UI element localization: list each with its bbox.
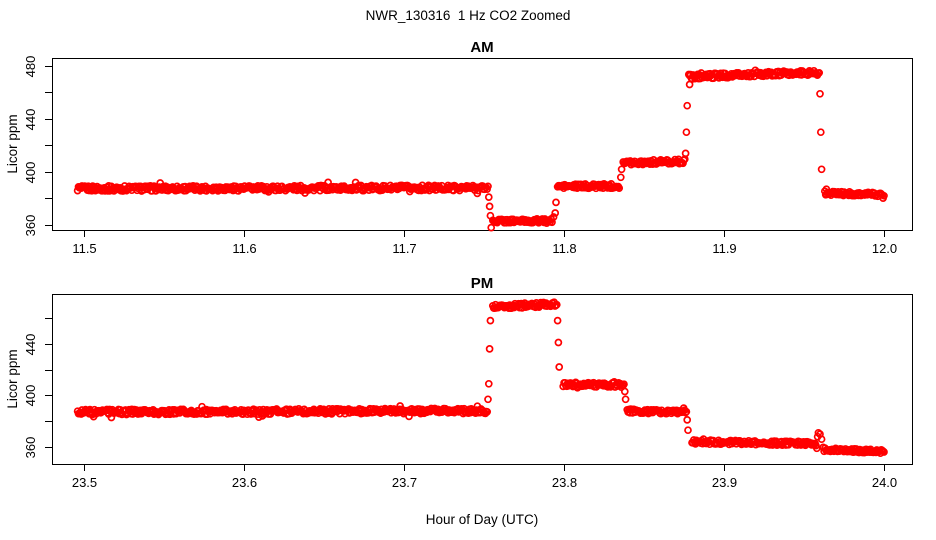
x-tick-label: 11.9: [712, 241, 736, 256]
y-tick-label: 440: [23, 334, 38, 356]
panel-title-am: AM: [470, 39, 493, 56]
x-tick-label: 23.5: [72, 475, 97, 490]
panel-pm: PM 23.5 23.6 23.7 23.8 23.9 24.0 360 400 440Licor…: [5, 275, 913, 490]
chart-main-title: NWR_130316 1 Hz CO2 Zoomed: [365, 8, 571, 23]
y-tick-label: 360: [23, 215, 38, 237]
y-axis: 360 400 440 480: [23, 56, 52, 237]
plot-box: [52, 294, 913, 465]
x-tick-label: 11.6: [232, 241, 256, 256]
x-axis: 11.5 11.6 11.7 11.8 11.9 12.0: [72, 230, 897, 256]
panel-title-pm: PM: [471, 275, 494, 292]
series-points-pm: [73, 298, 888, 458]
x-axis-title: Hour of Day (UTC): [425, 512, 539, 527]
panel-am: AM 11.5 11.6 11.7 11.8 11.9 12.0 360 400 440 480 Li…: [5, 39, 913, 256]
y-tick-label: 400: [23, 385, 38, 407]
series-points-am: [73, 66, 888, 232]
y-tick-label: 440: [23, 109, 38, 131]
x-tick-label: 24.0: [872, 475, 897, 490]
x-tick-label: 23.6: [232, 475, 257, 490]
x-axis: 23.5 23.6 23.7 23.8 23.9 24.0: [72, 464, 897, 490]
y-tick-label: 400: [23, 162, 38, 184]
y-tick-label: 480: [23, 56, 38, 78]
x-tick-label: 23.7: [392, 475, 417, 490]
x-tick-label: 11.5: [72, 241, 96, 256]
y-axis: 360 400 440: [23, 318, 52, 459]
y-axis-title: Licor ppm: [5, 349, 20, 408]
y-axis-title: Licor ppm: [5, 114, 20, 173]
x-tick-label: 23.9: [712, 475, 737, 490]
x-tick-label: 11.7: [392, 241, 416, 256]
x-tick-label: 11.8: [552, 241, 576, 256]
y-tick-label: 360: [23, 437, 38, 459]
plot-box: [52, 58, 913, 231]
x-tick-label: 23.8: [552, 475, 577, 490]
x-tick-label: 12.0: [872, 241, 897, 256]
